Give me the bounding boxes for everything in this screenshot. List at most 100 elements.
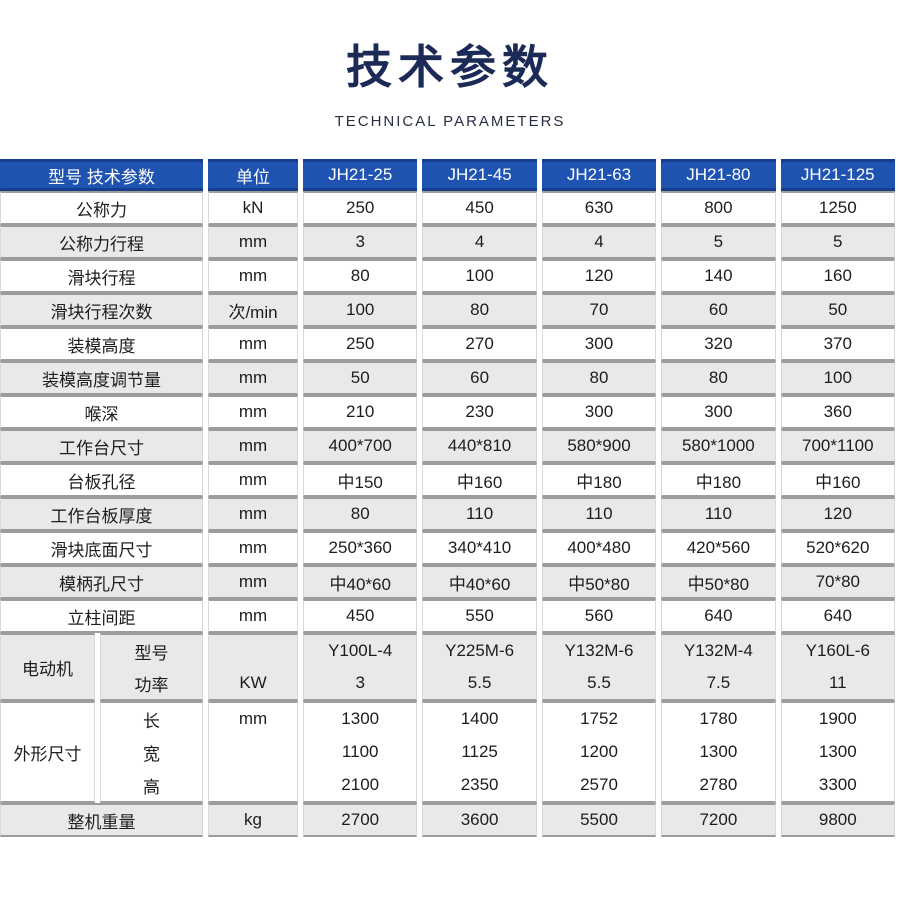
- motor-sub-label: 型号: [100, 633, 204, 668]
- row-label: 立柱间距: [0, 599, 204, 634]
- row-value: 340*410: [422, 531, 537, 566]
- row-value: 60: [661, 293, 776, 328]
- row-value: 3300: [780, 769, 895, 804]
- table-row: 装模高度调节量 mm 50 60 80 80 100: [0, 361, 895, 396]
- row-label: 台板孔径: [0, 463, 204, 498]
- row-value: 中180: [661, 463, 776, 498]
- title-block: 技术参数 TECHNICAL PARAMETERS: [0, 40, 900, 130]
- table-row: 喉深 mm 210 230 300 300 360: [0, 395, 895, 430]
- row-value: 7.5: [661, 667, 776, 702]
- row-value: 中180: [541, 463, 657, 498]
- table-row: 滑块行程次数 次/min 100 80 70 60 50: [0, 293, 895, 328]
- row-unit: mm: [208, 565, 299, 600]
- row-value: 70*80: [780, 565, 895, 600]
- row-value: 4: [541, 225, 657, 260]
- row-value: 440*810: [422, 429, 537, 464]
- row-value: 中40*60: [303, 565, 418, 600]
- row-label: 模柄孔尺寸: [0, 565, 204, 600]
- row-label: 工作台尺寸: [0, 429, 204, 464]
- row-value: Y225M-6: [422, 633, 537, 668]
- dimension-sub-label: 高: [100, 769, 204, 804]
- row-unit: mm: [208, 531, 299, 566]
- row-unit: mm: [208, 361, 299, 396]
- row-value: 110: [541, 497, 657, 532]
- row-value: 140: [661, 259, 776, 294]
- row-value: 1200: [541, 735, 657, 770]
- dimension-row-height: 高 2100 2350 2570 2780 3300: [0, 769, 895, 804]
- row-unit: mm: [208, 701, 299, 736]
- row-value: 1780: [661, 701, 776, 736]
- table-row: 滑块底面尺寸 mm 250*360 340*410 400*480 420*56…: [0, 531, 895, 566]
- page-subtitle: TECHNICAL PARAMETERS: [334, 113, 566, 131]
- row-value: 3: [303, 667, 418, 702]
- row-value: 120: [541, 259, 657, 294]
- row-value: 5.5: [422, 667, 537, 702]
- row-value: 2700: [303, 803, 418, 838]
- row-value: 580*900: [541, 429, 657, 464]
- row-value: 450: [422, 191, 537, 226]
- row-label: 装模高度: [0, 327, 204, 362]
- row-value: 4: [422, 225, 537, 260]
- row-value: 2780: [661, 769, 776, 804]
- row-value: 9800: [780, 803, 895, 838]
- spec-table: 型号 技术参数 单位 JH21-25 JH21-45 JH21-63 JH21-…: [0, 159, 900, 838]
- row-unit: [208, 633, 299, 668]
- row-value: 110: [661, 497, 776, 532]
- row-value: Y132M-6: [541, 633, 657, 668]
- row-value: 1752: [541, 701, 657, 736]
- row-value: 50: [780, 293, 895, 328]
- row-value: 800: [661, 191, 776, 226]
- row-value: 640: [661, 599, 776, 634]
- row-value: 5.5: [541, 667, 657, 702]
- row-value: 300: [661, 395, 776, 430]
- row-value: 300: [541, 395, 657, 430]
- row-value: 80: [541, 361, 657, 396]
- row-value: 中50*80: [661, 565, 776, 600]
- motor-group-label: 电动机: [0, 633, 95, 702]
- row-value: 360: [780, 395, 895, 430]
- row-value: 5500: [541, 803, 657, 838]
- row-value: 50: [303, 361, 418, 396]
- row-label: 工作台板厚度: [0, 497, 204, 532]
- row-label: 滑块行程次数: [0, 293, 204, 328]
- page: 技术参数 TECHNICAL PARAMETERS 型号 技术参数 单位 JH2…: [0, 40, 900, 838]
- row-unit: kg: [208, 803, 299, 838]
- row-unit: 次/min: [208, 293, 299, 328]
- row-value: 230: [422, 395, 537, 430]
- row-value: 1100: [303, 735, 418, 770]
- row-value: 80: [303, 259, 418, 294]
- row-value: 250: [303, 327, 418, 362]
- header-cell-model: JH21-80: [661, 159, 776, 192]
- row-value: 70: [541, 293, 657, 328]
- motor-row-model: 电动机 型号 Y100L-4 Y225M-6 Y132M-6 Y132M-4 Y…: [0, 633, 895, 702]
- row-value: 640: [780, 599, 895, 634]
- spec-table-wrapper: 型号 技术参数 单位 JH21-25 JH21-45 JH21-63 JH21-…: [0, 159, 900, 838]
- row-value: 1125: [422, 735, 537, 770]
- row-unit: mm: [208, 429, 299, 464]
- row-label: 滑块底面尺寸: [0, 531, 204, 566]
- row-value: 250*360: [303, 531, 418, 566]
- header-cell-model: JH21-63: [541, 159, 657, 192]
- row-value: 400*700: [303, 429, 418, 464]
- row-value: 80: [661, 361, 776, 396]
- row-value: 60: [422, 361, 537, 396]
- row-value: 450: [303, 599, 418, 634]
- row-unit: mm: [208, 599, 299, 634]
- row-value: 80: [422, 293, 537, 328]
- table-row: 装模高度 mm 250 270 300 320 370: [0, 327, 895, 362]
- row-value: 2570: [541, 769, 657, 804]
- motor-row-power: 功率 KW 3 5.5 5.5 7.5 11: [0, 667, 895, 702]
- row-value: 110: [422, 497, 537, 532]
- header-cell-model: JH21-125: [780, 159, 895, 192]
- row-value: 1300: [661, 735, 776, 770]
- row-value: 中50*80: [541, 565, 657, 600]
- dimension-sub-label: 宽: [100, 735, 204, 770]
- page-title: 技术参数: [346, 41, 554, 93]
- row-value: 400*480: [541, 531, 657, 566]
- row-unit: [208, 735, 299, 770]
- row-value: 1900: [780, 701, 895, 736]
- header-cell-unit: 单位: [208, 159, 299, 192]
- motor-sub-label: 功率: [100, 667, 204, 702]
- header-cell-model: JH21-45: [422, 159, 537, 192]
- row-value: 370: [780, 327, 895, 362]
